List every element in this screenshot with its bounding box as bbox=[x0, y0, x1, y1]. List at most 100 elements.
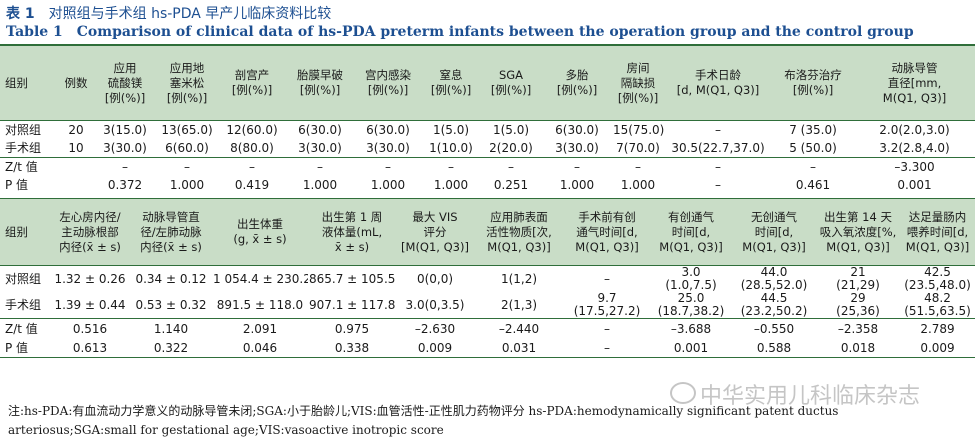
table-cell: 0.53 ± 0.32 bbox=[135, 297, 207, 312]
table-cell: – bbox=[564, 318, 650, 338]
table-cell: – bbox=[772, 157, 854, 176]
table-cell: 42.5 (23.5,48.0) bbox=[900, 266, 975, 293]
table-cell: 48.2 (51.5,63.5) bbox=[900, 292, 975, 319]
header-line: [d, M(Q1, Q3)] bbox=[676, 83, 760, 97]
table-row: Z/t 值 – – – – – – – – – – – –3.300 bbox=[0, 157, 975, 176]
header-line: (g, x̄ ± s) bbox=[233, 232, 287, 246]
table1-header-8: SGA [例(%)] bbox=[480, 44, 542, 121]
header-line: M(Q1, Q3)] bbox=[575, 239, 639, 254]
table-cell: – bbox=[156, 157, 218, 176]
table-cell: – bbox=[715, 123, 721, 137]
header-line: 剖宫产 bbox=[234, 68, 270, 82]
table-cell: 865.7 ± 105.5 bbox=[309, 271, 396, 286]
header-line: [例(%)] bbox=[299, 83, 341, 97]
table-cell: 1(10.0) bbox=[429, 141, 473, 155]
table-cell: 6(30.0) bbox=[298, 123, 342, 137]
table-label-chinese: 表 1 bbox=[6, 6, 35, 22]
table-cell: 1.000 bbox=[302, 178, 338, 192]
table-cell: 3.0 (1.0,7.5) bbox=[650, 266, 732, 293]
table2-header-2: 动脉导管直 径/左肺动脉 内径(x̄ ± s) bbox=[130, 198, 212, 266]
table-cell: 5 (50.0) bbox=[789, 141, 837, 155]
table-cell: 0.018 bbox=[816, 338, 900, 358]
table2-header-10: 出生第 14 天吸入氧浓度[%, M(Q1, Q3)] bbox=[816, 198, 900, 266]
header-line: 出生第 14 天 bbox=[824, 209, 892, 224]
table-cell: 0.419 bbox=[234, 178, 270, 192]
row-label: 对照组 bbox=[5, 123, 42, 137]
table-title-chinese: 对照组与手术组 hs-PDA 早产儿临床资料比较 bbox=[48, 6, 332, 22]
table1-header-12: 布洛芬治疗 [例(%)] bbox=[772, 44, 854, 121]
cell-quartiles: (21,29) bbox=[836, 278, 880, 292]
table-cell: 15(75.0) bbox=[613, 123, 664, 137]
cell-median: 44.0 bbox=[760, 265, 788, 279]
cell-quartiles: (23.2,50.2) bbox=[740, 304, 808, 318]
table-cell: 6(30.0) bbox=[555, 123, 599, 137]
cell-median: 44.5 bbox=[760, 292, 788, 305]
table-cell: 0.031 bbox=[474, 338, 564, 358]
table-cell: 21 (21,29) bbox=[816, 266, 900, 293]
table-cell: 2(1,3) bbox=[500, 297, 538, 312]
table-cell: 20 bbox=[68, 123, 84, 137]
table-cell: –2.358 bbox=[816, 318, 900, 338]
header-line: [M(Q1, Q3)] bbox=[401, 239, 469, 254]
cell-quartiles: (17.5,27.2) bbox=[573, 304, 641, 318]
header-line: 达足量肠内 bbox=[908, 209, 967, 224]
header-line: [例(%)] bbox=[490, 83, 532, 97]
header-line: 隔缺损 bbox=[620, 75, 656, 90]
table-cell: 1.39 ± 0.44 bbox=[54, 297, 126, 312]
table-row: 手术组 10 3(30.0) 6(60.0) 8(80.0) 3(30.0) 3(30.0)… bbox=[0, 139, 975, 158]
header-line: 出生第 1 周 bbox=[321, 209, 383, 224]
header-line: 硫酸镁 bbox=[107, 75, 143, 90]
table1-header-2: 应用 硫酸镁 [例(%)] bbox=[94, 44, 156, 121]
header-line: [例(%)] bbox=[367, 83, 409, 97]
table-cell: 1(1,2) bbox=[500, 271, 538, 286]
footnote-line-1: 注:hs-PDA:有血流动力学意义的动脉导管未闭;SGA:小于胎龄儿;VIS:血… bbox=[8, 404, 839, 418]
table-cell bbox=[58, 176, 94, 194]
table-cell: 0.009 bbox=[900, 338, 975, 358]
table1-header-4: 剖宫产 [例(%)] bbox=[218, 44, 286, 121]
table2-header-8: 有创通气 时间[d, M(Q1, Q3)] bbox=[650, 198, 732, 266]
table-caption-english: Table 1 Comparison of clinical data of hs… bbox=[6, 24, 914, 40]
table-cell: 1.000 bbox=[169, 178, 205, 192]
cell-quartiles: (1.0,7.5) bbox=[665, 278, 717, 292]
table-cell: 0.461 bbox=[795, 178, 831, 192]
clinical-data-table-part2: 组别 左心房内径/主动脉根部 内径(x̄ ± s) 动脉导管直 径/左肺动脉 内径(x̄ … bbox=[0, 198, 975, 358]
header-line: [例(%)] bbox=[792, 83, 834, 97]
header-line: 动脉导管直 bbox=[142, 209, 200, 224]
header-line: 主动脉根部 bbox=[61, 224, 119, 239]
row-label: P 值 bbox=[0, 338, 50, 358]
header-line: M(Q1, Q3)] bbox=[659, 239, 723, 254]
table-cell: 6(30.0) bbox=[366, 123, 410, 137]
header-line: 房间 bbox=[626, 60, 650, 75]
table-cell: 1.140 bbox=[130, 318, 212, 338]
cell-quartiles: (51.5,63.5) bbox=[904, 304, 971, 318]
table2-header-0: 组别 bbox=[0, 198, 50, 266]
table-cell: 9.7 (17.5,27.2) bbox=[564, 292, 650, 319]
cell-median: 25.0 bbox=[677, 292, 705, 305]
header-line: 喂养时间[d, bbox=[906, 224, 969, 239]
table-cell: 10 bbox=[68, 141, 84, 155]
table2-header-5: 最大 VIS 评分 [M(Q1, Q3)] bbox=[396, 198, 474, 266]
header-line: 出生体重 bbox=[237, 217, 283, 231]
table-cell: 25.0 (18.7,38.2) bbox=[650, 292, 732, 319]
table-cell: 0.975 bbox=[308, 318, 396, 338]
header-line: 内径(x̄ ± s) bbox=[140, 239, 202, 254]
header-line: 时间[d, bbox=[671, 224, 711, 239]
cell-median: 9.7 bbox=[597, 292, 617, 305]
table-cell: – bbox=[218, 157, 286, 176]
table-cell: 3.2(2.8,4.0) bbox=[879, 141, 950, 155]
table-cell: – bbox=[94, 157, 156, 176]
table2-header-6: 应用肺表面 活性物质[次, M(Q1, Q3)] bbox=[474, 198, 564, 266]
table-cell: –0.550 bbox=[732, 318, 816, 338]
table-cell: – bbox=[612, 157, 664, 176]
table-cell: – bbox=[715, 178, 721, 192]
header-line: [例(%)] bbox=[430, 83, 472, 97]
table-cell: 3.0(0,3.5) bbox=[405, 297, 465, 312]
header-line: 时间[d, bbox=[754, 224, 794, 239]
table2-header-11: 达足量肠内 喂养时间[d, M(Q1, Q3)] bbox=[900, 198, 975, 266]
header-line: 应用肺表面 bbox=[490, 209, 548, 224]
header-line: 径/左肺动脉 bbox=[140, 224, 202, 239]
header-line: 例数 bbox=[64, 75, 88, 90]
clinical-data-table-part1: 组别 例数 应用 硫酸镁 [例(%)] 应用地 塞米松 [例(%)] 剖宫产 [例(%)] 胎膜早破… bbox=[0, 44, 975, 194]
header-line: 应用 bbox=[113, 60, 137, 75]
